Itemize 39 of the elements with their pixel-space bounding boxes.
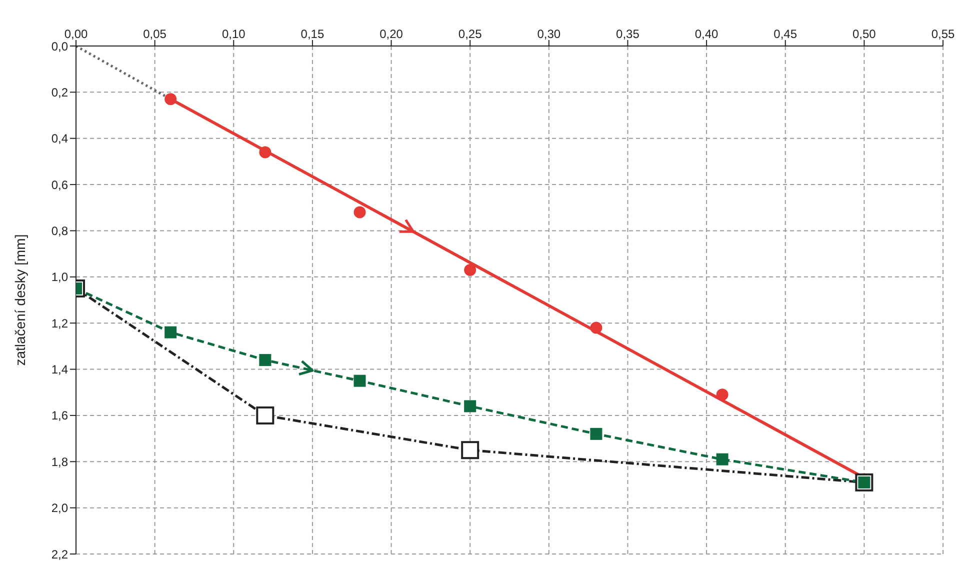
point (259, 354, 272, 366)
y-tick-label: 2,2 (51, 547, 68, 562)
point (256, 406, 274, 424)
y-tick-label: 1,4 (51, 362, 68, 377)
point (464, 400, 476, 412)
x-tick-label: 0,30 (537, 27, 561, 41)
x-tick-label: 0,40 (694, 27, 719, 41)
x-tick-label: 0,55 (931, 27, 955, 41)
point (354, 374, 366, 387)
x-tick-label: 0,25 (458, 27, 482, 41)
point (354, 206, 366, 218)
point (461, 441, 480, 460)
y-tick-label: 0,4 (51, 132, 68, 146)
x-tick-label: 0,45 (774, 27, 798, 41)
y-tick-label: 1,2 (51, 316, 68, 330)
point (590, 428, 602, 440)
x-tick-label: 0,05 (143, 27, 167, 41)
y-tick-label: 2,0 (51, 501, 68, 516)
y-tick-label: 1,6 (51, 408, 68, 423)
y-tick-label: 0,6 (51, 178, 68, 192)
x-tick-label: 0,10 (222, 27, 246, 41)
point (164, 93, 177, 106)
point (716, 388, 728, 401)
y-tick-label: 0,0 (51, 39, 68, 54)
y-tick-label: 0,2 (51, 85, 68, 100)
x-tick-label: 0,00 (64, 27, 88, 41)
x-tick-label: 0,20 (380, 27, 404, 41)
point (464, 264, 476, 276)
point (590, 322, 602, 334)
y-tick-label: 1,8 (51, 454, 68, 469)
point (716, 453, 728, 466)
point (164, 326, 177, 338)
x-tick-label: 0,50 (852, 27, 876, 41)
x-tick-label: 0,15 (300, 27, 324, 41)
y-axis-title: zatlačení desky [mm] (12, 234, 28, 366)
point (259, 146, 272, 158)
y-tick-label: 0,8 (51, 224, 68, 238)
x-tick-label: 0,35 (616, 27, 640, 41)
y-tick-label: 1,0 (51, 270, 68, 284)
